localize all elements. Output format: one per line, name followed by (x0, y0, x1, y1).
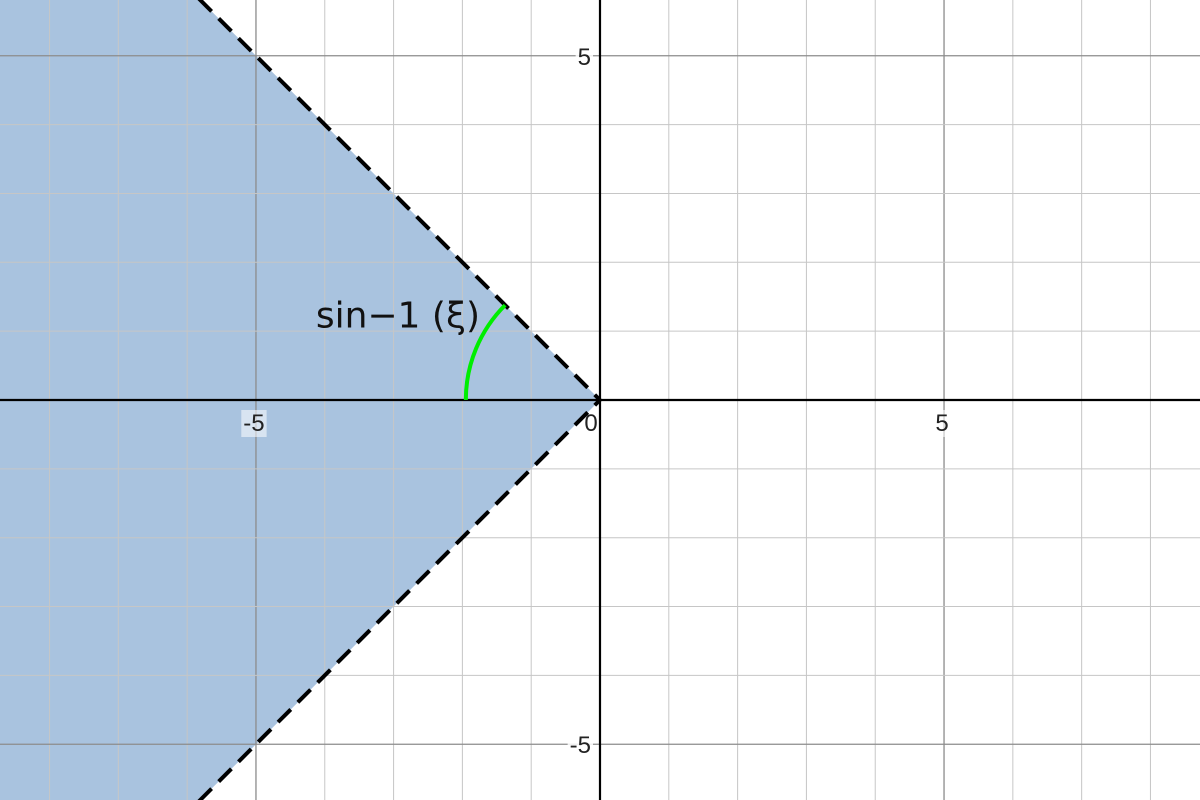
tick-label-bg (567, 732, 593, 760)
angle-annotation: sin−1 (ξ) (316, 296, 480, 337)
boundary-line-1 (197, 0, 602, 402)
boundary-lines (197, 0, 602, 800)
tick-label-bg (575, 43, 593, 71)
y-tick-label: 5 (578, 44, 591, 71)
x-tick-label: 0 (584, 410, 597, 437)
x-tick-label: 5 (935, 410, 948, 437)
y-tick-label: -5 (570, 732, 591, 759)
tick-label-bg (241, 410, 267, 437)
tick-labels: -5 0 5 5 -5 (241, 43, 951, 760)
boundary-line-2 (197, 398, 602, 800)
tick-label-bg (933, 410, 951, 437)
x-tick-label: -5 (243, 410, 264, 437)
angle-arc (463, 303, 507, 401)
